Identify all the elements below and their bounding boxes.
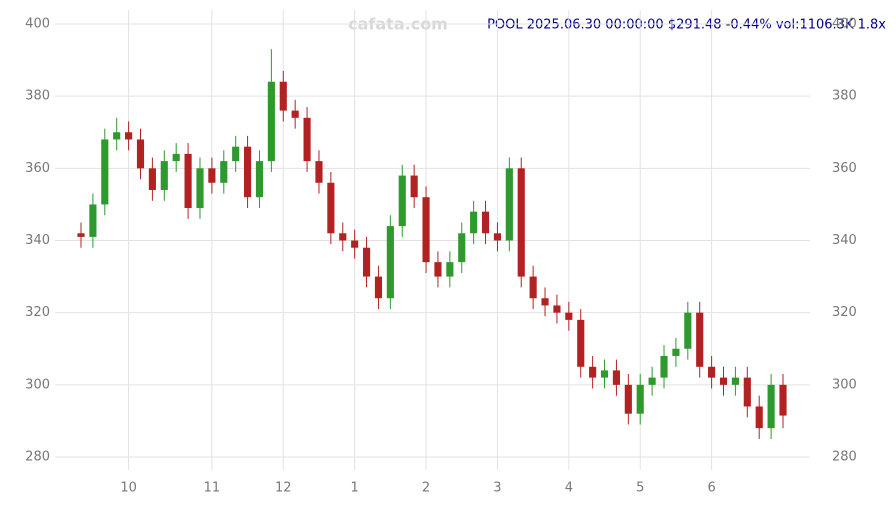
y-tick-label: 360 <box>25 161 50 176</box>
candle-body <box>731 377 739 385</box>
candle-body <box>315 161 323 183</box>
y-tick-label-right: 380 <box>832 89 857 104</box>
candle-body <box>684 312 692 349</box>
candle-body <box>493 233 502 241</box>
candle-body <box>208 168 216 183</box>
y-tick-label-right: 400 <box>832 17 857 32</box>
candle-body <box>386 226 394 299</box>
candle-body <box>470 211 478 234</box>
x-tick-label: 10 <box>120 481 137 496</box>
candle-body <box>125 132 133 140</box>
y-tick-label-right: 360 <box>832 161 857 176</box>
candle-body <box>136 139 145 169</box>
candle-body <box>481 211 490 234</box>
candle-body <box>696 312 704 367</box>
candle-body <box>505 168 513 241</box>
candle-body <box>458 233 466 263</box>
candle-body <box>255 161 264 198</box>
candle-body <box>577 319 585 367</box>
x-tick-label: 12 <box>275 481 292 496</box>
candle-body <box>636 384 644 414</box>
y-tick-label-right: 340 <box>832 233 857 248</box>
candle-body <box>267 81 275 162</box>
y-tick-label: 300 <box>25 377 50 392</box>
y-tick-label: 400 <box>25 17 50 32</box>
candle-body <box>541 298 549 306</box>
candle-body <box>624 384 632 414</box>
x-tick-label: 1 <box>351 481 359 496</box>
candle-body <box>291 110 299 118</box>
y-tick-label: 380 <box>25 89 50 104</box>
candle-body <box>434 262 442 277</box>
candle-body <box>327 182 335 234</box>
candle-body <box>529 276 537 299</box>
x-tick-label: 5 <box>636 481 644 496</box>
y-tick-label-right: 300 <box>832 377 857 392</box>
candle-body <box>101 139 109 205</box>
candle-body <box>196 168 204 209</box>
y-tick-label: 280 <box>25 450 50 465</box>
candle-body <box>279 81 287 111</box>
candle-body <box>184 153 192 209</box>
candle-body <box>719 377 728 385</box>
candle-body <box>113 132 121 140</box>
y-tick-label-right: 320 <box>832 305 857 320</box>
candle-body <box>89 204 97 237</box>
candle-body <box>339 233 347 241</box>
candle-body <box>303 117 311 162</box>
candle-body <box>422 197 430 263</box>
candle-body <box>672 348 680 356</box>
x-tick-label: 11 <box>204 481 221 496</box>
x-tick-label: 6 <box>707 481 715 496</box>
candle-body <box>743 377 751 407</box>
candle-body <box>244 146 252 198</box>
x-tick-label: 3 <box>493 481 501 496</box>
candle-body <box>362 247 371 277</box>
candle-body <box>600 370 609 378</box>
x-tick-label: 2 <box>422 481 430 496</box>
candle-body <box>553 305 561 313</box>
candle-body <box>160 161 168 190</box>
candle-body <box>410 175 418 198</box>
candle-body <box>446 262 454 277</box>
candle-body <box>648 377 656 385</box>
candle-body <box>172 153 180 162</box>
candle-body <box>779 384 787 416</box>
y-tick-label-right: 280 <box>832 450 857 465</box>
candle-body <box>232 146 240 162</box>
candle-body <box>148 168 156 190</box>
x-tick-label: 4 <box>565 481 573 496</box>
candle-body <box>612 370 620 385</box>
candle-body <box>220 161 228 183</box>
candle-body <box>398 175 406 227</box>
candle-body <box>660 355 668 378</box>
candle-body <box>374 276 383 299</box>
candle-body <box>589 366 597 378</box>
candle-body <box>517 168 525 277</box>
candle-body <box>767 384 775 429</box>
candle-body <box>565 312 573 320</box>
y-tick-label: 340 <box>25 233 50 248</box>
candle-body <box>708 366 716 378</box>
chart-title: POOL 2025.06.30 00:00:00 $291.48 -0.44% … <box>487 18 886 33</box>
candle-body <box>755 406 763 429</box>
candle-body <box>351 240 359 248</box>
candle-body <box>77 233 85 237</box>
y-tick-label: 320 <box>25 305 50 320</box>
